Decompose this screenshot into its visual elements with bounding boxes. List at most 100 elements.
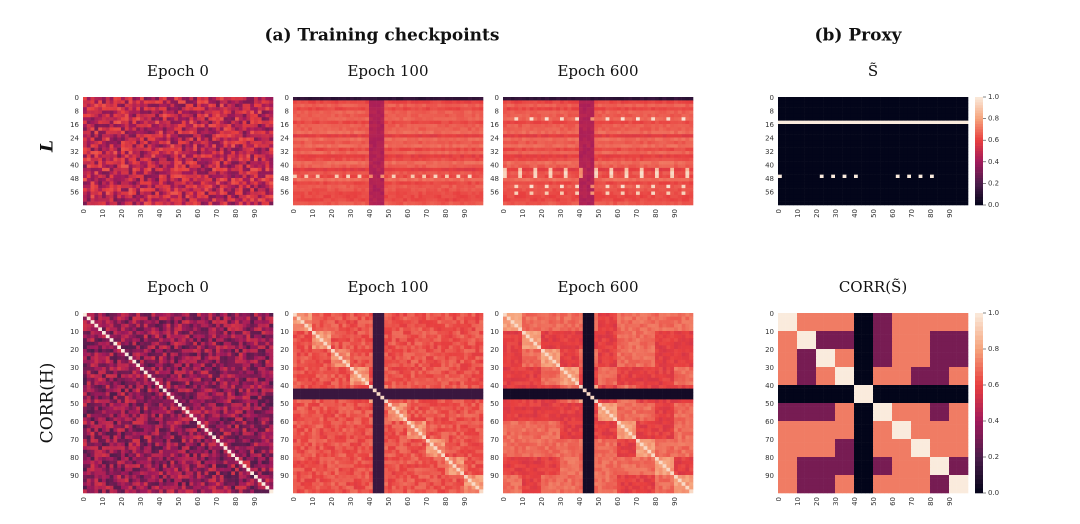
heatmap-cell (422, 201, 427, 206)
heatmap-cell (598, 181, 603, 186)
heatmap-cell (90, 127, 95, 132)
heatmap-cell (189, 171, 194, 175)
heatmap-cell (376, 120, 381, 125)
heatmap-cell (136, 117, 141, 121)
heatmap-cell (529, 134, 534, 138)
heatmap-cell (429, 144, 434, 148)
heatmap-cell (414, 107, 419, 111)
heatmap-cell (880, 100, 885, 105)
heatmap-cell (613, 181, 618, 186)
heatmap-cell (418, 201, 423, 206)
heatmap-cell (250, 140, 255, 145)
heatmap-cell (143, 188, 148, 192)
heatmap-cell (677, 154, 682, 159)
heatmap-cell (674, 127, 679, 132)
heatmap-cell (586, 201, 591, 206)
heatmap-cell (793, 103, 798, 108)
heatmap-cell (109, 140, 114, 145)
heatmap-cell (471, 144, 476, 148)
heatmap-cell (121, 157, 126, 162)
heatmap (503, 97, 694, 206)
heatmap-cell (429, 113, 434, 118)
heatmap-cell (189, 117, 194, 121)
heatmap-cell (338, 151, 343, 155)
heatmap-cell (361, 174, 366, 179)
heatmap-cell (506, 117, 511, 121)
heatmap-cell (647, 198, 652, 202)
heatmap-cell (227, 188, 232, 192)
heatmap-cell (414, 130, 419, 135)
heatmap-cell (617, 191, 622, 196)
heatmap-cell (422, 97, 427, 101)
heatmap-cell (304, 154, 309, 159)
heatmap-cell (265, 167, 270, 172)
heatmap-cell (121, 107, 126, 111)
heatmap-cell (437, 97, 442, 101)
heatmap-cell (514, 151, 519, 155)
heatmap-cell (257, 171, 262, 175)
heatmap-cell (136, 164, 141, 169)
heatmap-cell (197, 201, 202, 206)
heatmap-cell (448, 181, 453, 186)
heatmap-cell (86, 184, 91, 189)
heatmap-cell (117, 117, 122, 121)
heatmap-cell (121, 140, 126, 145)
heatmap-cell (185, 124, 190, 128)
heatmap-cell (651, 161, 656, 165)
heatmap-cell (590, 113, 595, 118)
heatmap-cell (846, 100, 851, 105)
heatmap-cell (147, 100, 152, 105)
heatmap-cell (575, 194, 580, 199)
heatmap-cell (414, 110, 419, 115)
heatmap-cell (204, 117, 209, 121)
heatmap-cell (86, 164, 91, 169)
heatmap-cell (601, 100, 606, 105)
heatmap-cell (319, 157, 324, 162)
heatmap-cell (140, 161, 145, 165)
heatmap-cell (238, 194, 243, 199)
heatmap-cell (185, 140, 190, 145)
heatmap-cell (677, 171, 682, 175)
heatmap-cell (479, 154, 484, 159)
heatmap-cell (452, 151, 457, 155)
heatmap-cell (617, 103, 622, 108)
heatmap-cell (689, 167, 694, 172)
heatmap-cell (598, 100, 603, 105)
heatmap-cell (181, 161, 186, 165)
heatmap-cell (414, 147, 419, 152)
heatmap-cell (178, 157, 183, 162)
heatmap-cell (452, 174, 457, 179)
heatmap-cell (861, 103, 866, 108)
heatmap-cell (319, 110, 324, 115)
heatmap-cell (590, 151, 595, 155)
heatmap-cell (155, 178, 160, 182)
heatmap-cell (613, 161, 618, 165)
heatmap-cell (181, 127, 186, 132)
heatmap-cell (250, 161, 255, 165)
heatmap-cell (445, 127, 450, 132)
heatmap-cell (548, 157, 553, 162)
heatmap-cell (651, 194, 656, 199)
heatmap-cell (464, 107, 469, 111)
heatmap-cell (556, 137, 561, 142)
heatmap-cell (250, 198, 255, 202)
heatmap-cell (670, 178, 675, 182)
heatmap-cell (601, 144, 606, 148)
heatmap-cell (315, 198, 320, 202)
heatmap-cell (155, 124, 160, 128)
heatmap-cell (83, 194, 88, 199)
heatmap-cell (327, 113, 332, 118)
heatmap-cell (155, 194, 160, 199)
heatmap-cell (162, 100, 167, 105)
heatmap-cell (140, 154, 145, 159)
heatmap-cell (613, 188, 618, 192)
heatmap-cell (293, 201, 298, 206)
heatmap-cell (353, 124, 358, 128)
heatmap-cell (956, 100, 961, 105)
heatmap-cell (793, 107, 798, 111)
heatmap-cell (143, 161, 148, 165)
heatmap-cell (613, 127, 618, 132)
heatmap-cell (437, 100, 442, 105)
heatmap-cell (544, 147, 549, 152)
heatmap-cell (556, 117, 561, 121)
